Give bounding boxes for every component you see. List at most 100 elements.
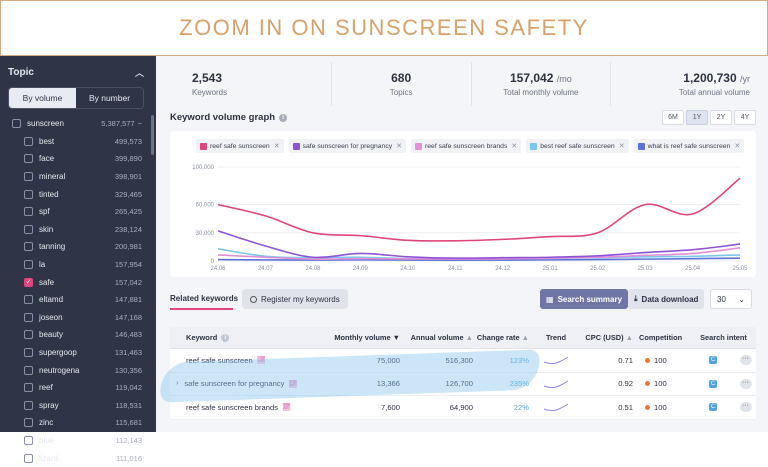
series-chip[interactable]: reef safe sunscreen ✕ bbox=[196, 139, 284, 153]
close-icon[interactable]: ✕ bbox=[396, 143, 402, 150]
checkbox[interactable] bbox=[24, 418, 33, 428]
more-options-icon[interactable]: ··· bbox=[739, 355, 752, 366]
series-chip-label: reef safe sunscreen brands bbox=[425, 142, 508, 150]
page-size-select[interactable]: 30 ⌄ bbox=[710, 289, 752, 309]
topic-item-sunscreen[interactable]: sunscreen 5,387,577 − bbox=[0, 115, 146, 133]
competition-cell: 100 bbox=[633, 379, 691, 388]
topic-item-tanning[interactable]: tanning 200,981 bbox=[0, 238, 146, 256]
header-change-rate[interactable]: Change rate ▲ bbox=[473, 333, 529, 342]
checkbox[interactable] bbox=[24, 348, 33, 358]
header-annual-volume[interactable]: Annual volume ▲ bbox=[400, 333, 473, 342]
by-volume-button[interactable]: By volume bbox=[9, 88, 76, 108]
checkbox[interactable] bbox=[12, 119, 21, 129]
chart-icon[interactable]: 📈︎ bbox=[288, 380, 298, 388]
expand-icon[interactable]: › bbox=[176, 380, 179, 388]
header-monthly-volume[interactable]: Monthly volume ▼ bbox=[320, 333, 400, 342]
chart-icon[interactable]: 📈︎ bbox=[282, 404, 291, 412]
tab-related-keywords[interactable]: Related keywords bbox=[170, 294, 239, 303]
close-icon[interactable]: ✕ bbox=[734, 143, 741, 150]
tab-register-keywords[interactable]: Register my keywords bbox=[242, 289, 348, 309]
series-chip[interactable]: safe sunscreen for pregnancy ✕ bbox=[288, 139, 406, 153]
checkbox[interactable] bbox=[24, 435, 33, 445]
header-cpc[interactable]: CPC (USD) ▲ bbox=[583, 333, 633, 342]
period-2y[interactable]: 2Y bbox=[710, 110, 732, 125]
chart-icon[interactable]: 📈︎ bbox=[256, 357, 266, 365]
checkbox[interactable] bbox=[24, 295, 33, 305]
series-chip[interactable]: reef safe sunscreen brands ✕ bbox=[411, 139, 522, 153]
close-icon[interactable]: ✕ bbox=[273, 143, 280, 150]
more-options-icon[interactable]: ··· bbox=[739, 378, 752, 389]
sidebar-scrollbar[interactable] bbox=[151, 115, 154, 155]
topic-item-joseon[interactable]: joseon 147,168 bbox=[0, 309, 146, 327]
checkbox[interactable] bbox=[24, 330, 33, 340]
checkbox[interactable] bbox=[24, 172, 33, 182]
checkbox[interactable] bbox=[24, 365, 33, 375]
keyword-cell[interactable]: reef safe sunscreen brands 📈︎ bbox=[170, 403, 320, 412]
checkbox[interactable] bbox=[24, 207, 33, 217]
topic-label: zinc bbox=[39, 418, 54, 428]
series-line[interactable] bbox=[217, 257, 741, 261]
checkbox[interactable]: ✓ bbox=[24, 277, 33, 287]
period-1y[interactable]: 1Y bbox=[686, 110, 708, 125]
intent-badge-icon: C bbox=[709, 403, 717, 412]
series-line[interactable] bbox=[217, 230, 741, 260]
search-summary-button[interactable]: ▦ Search summary bbox=[540, 289, 629, 309]
chevron-up-icon[interactable]: ︿ bbox=[134, 68, 144, 78]
keyword-cell[interactable]: › safe sunscreen for pregnancy 📈︎ bbox=[170, 379, 320, 388]
table-row[interactable]: reef safe sunscreen brands 📈︎ 7,600 64,900 2… bbox=[170, 396, 756, 420]
header-keyword[interactable]: Keyword i bbox=[170, 333, 320, 342]
collapse-icon[interactable]: − bbox=[137, 119, 142, 129]
series-chip[interactable]: best reef safe sunscreen ✕ bbox=[526, 139, 629, 153]
checkbox[interactable] bbox=[24, 260, 33, 270]
by-number-button[interactable]: By number bbox=[76, 88, 143, 108]
checkbox[interactable] bbox=[24, 224, 33, 234]
period-6m[interactable]: 6M bbox=[662, 110, 684, 125]
data-download-button[interactable]: ⤓ Data download bbox=[628, 289, 705, 309]
checkbox[interactable] bbox=[24, 154, 33, 164]
topic-item-mineral[interactable]: mineral 398,901 bbox=[0, 168, 146, 186]
topic-item-blue[interactable]: blue 112,143 bbox=[0, 432, 146, 450]
table-row[interactable]: reef safe sunscreen 📈︎ 75,000 516,300 123% 0.… bbox=[170, 349, 756, 373]
topic-item-reef[interactable]: reef 119,042 bbox=[0, 379, 146, 397]
topic-item-spray[interactable]: spray 118,531 bbox=[0, 397, 146, 415]
topic-label: beauty bbox=[39, 330, 64, 340]
topic-item-neutrogena[interactable]: neutrogena 130,356 bbox=[0, 361, 146, 379]
topic-item-zinc[interactable]: zinc 115,681 bbox=[0, 414, 146, 432]
series-line[interactable] bbox=[217, 177, 741, 242]
header-competition[interactable]: Competition bbox=[639, 333, 683, 342]
topic-item-supergoop[interactable]: supergoop 131,463 bbox=[0, 344, 146, 362]
period-4y[interactable]: 4Y bbox=[734, 110, 756, 125]
topic-item-best[interactable]: best 499,573 bbox=[0, 133, 146, 151]
topic-label: skin bbox=[39, 224, 54, 234]
checkbox[interactable] bbox=[24, 400, 33, 410]
topic-item-la[interactable]: la 157,954 bbox=[0, 256, 146, 274]
info-icon[interactable]: i bbox=[279, 113, 288, 122]
checkbox[interactable] bbox=[24, 189, 33, 199]
topic-item-face[interactable]: face 399,890 bbox=[0, 150, 146, 168]
checkbox[interactable] bbox=[24, 242, 33, 252]
topic-item-spf[interactable]: spf 265,425 bbox=[0, 203, 146, 221]
close-icon[interactable]: ✕ bbox=[618, 143, 625, 150]
info-icon[interactable]: i bbox=[221, 333, 230, 342]
checkbox[interactable] bbox=[24, 453, 33, 463]
checkbox[interactable] bbox=[24, 136, 33, 146]
series-chip[interactable]: what is reef safe sunscreen ✕ bbox=[633, 139, 745, 153]
topic-item-eltamd[interactable]: eltamd 147,881 bbox=[0, 291, 146, 309]
stat-unit: /mo bbox=[556, 74, 572, 84]
more-options-icon[interactable]: ··· bbox=[739, 402, 752, 413]
checkbox[interactable] bbox=[24, 312, 33, 322]
checkbox[interactable] bbox=[24, 383, 33, 393]
topic-item-lizard[interactable]: lizard 111,016 bbox=[0, 449, 146, 467]
topic-item-skin[interactable]: skin 238,124 bbox=[0, 221, 146, 239]
sidebar-header[interactable]: Topic ︿ bbox=[0, 56, 156, 85]
topic-item-beauty[interactable]: beauty 146,483 bbox=[0, 326, 146, 344]
table-row[interactable]: › safe sunscreen for pregnancy 📈︎ 13,366 126… bbox=[170, 372, 756, 396]
header-change-label: Change rate bbox=[476, 333, 520, 342]
topic-label: spray bbox=[39, 400, 59, 410]
keyword-cell[interactable]: reef safe sunscreen 📈︎ bbox=[170, 356, 320, 365]
series-line[interactable] bbox=[217, 247, 741, 260]
topic-item-tinted[interactable]: tinted 329,465 bbox=[0, 185, 146, 203]
topic-item-safe[interactable]: ✓ safe 157,042 bbox=[0, 273, 146, 291]
close-icon[interactable]: ✕ bbox=[511, 143, 518, 150]
competition-cell: 100 bbox=[633, 356, 691, 365]
